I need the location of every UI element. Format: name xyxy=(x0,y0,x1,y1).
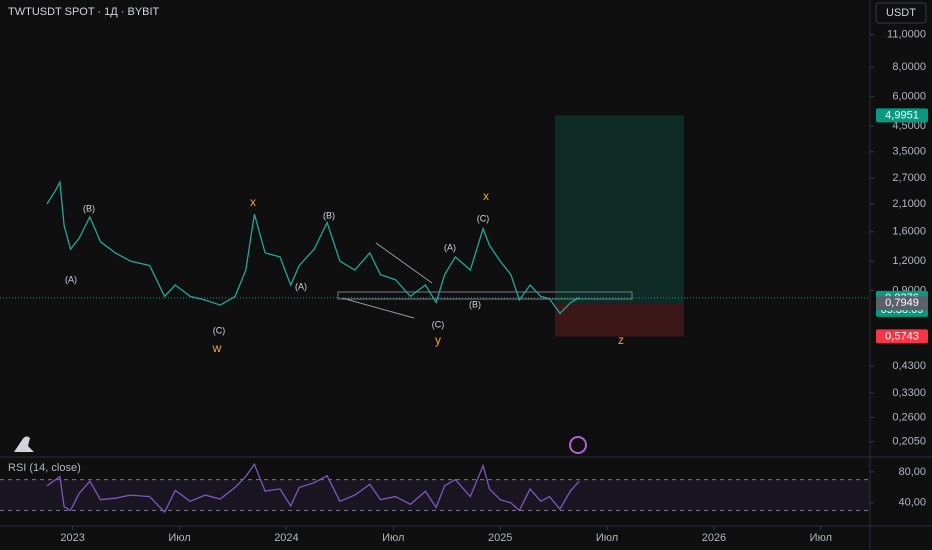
x-tick-label: Июл xyxy=(810,532,832,544)
wave-label: w xyxy=(212,341,222,355)
wave-label: z xyxy=(618,333,624,347)
y-tick-label: 6,0000 xyxy=(892,91,926,103)
y-tick-label: 0,2050 xyxy=(892,436,926,448)
x-tick-label: 2024 xyxy=(274,532,298,544)
price-line xyxy=(46,462,580,514)
trend-line xyxy=(341,297,415,319)
symbol-title: TWTUSDT SPOT · 1Д · BYBIT xyxy=(8,6,160,18)
price-badge-label: 4,9951 xyxy=(885,109,919,121)
y-tick-label: 80,00 xyxy=(898,466,926,478)
wave-label: (C) xyxy=(432,319,445,329)
currency-label[interactable]: USDT xyxy=(886,7,916,19)
currency-button[interactable] xyxy=(875,2,927,24)
wave-label: x xyxy=(250,195,256,209)
wave-label: (B) xyxy=(469,299,481,309)
wave-label: (C) xyxy=(213,325,226,335)
x-tick-label: 2025 xyxy=(488,532,512,544)
y-tick-label: 8,0000 xyxy=(892,61,926,73)
rsi-title: RSI (14, close) xyxy=(8,462,81,474)
logo xyxy=(14,436,34,452)
price-badge xyxy=(876,296,928,311)
price-badge xyxy=(876,329,928,344)
y-tick-label: 3,5000 xyxy=(892,146,926,158)
price-badge-label: 0,7949 xyxy=(885,297,919,309)
range-rectangle xyxy=(337,291,633,300)
wave-label: x xyxy=(483,189,489,203)
loss-zone xyxy=(555,303,684,337)
wave-label: y xyxy=(435,333,441,347)
y-tick-label: 11,0000 xyxy=(887,29,926,41)
y-tick-label: 0,3300 xyxy=(892,387,926,399)
trend-line xyxy=(375,242,433,284)
price-badge xyxy=(876,108,928,123)
x-tick-label: Июл xyxy=(168,532,190,544)
wave-label: (C) xyxy=(477,213,490,223)
x-tick-label: Июл xyxy=(382,532,404,544)
y-tick-label: 0,4300 xyxy=(892,360,926,372)
alert-icon[interactable] xyxy=(569,436,587,454)
price-badge-label: 0,5743 xyxy=(885,330,919,342)
price-line xyxy=(46,179,580,315)
profit-zone xyxy=(555,115,684,304)
wave-label: (A) xyxy=(444,242,456,252)
x-tick-label: 2026 xyxy=(702,532,726,544)
y-tick-label: 1,6000 xyxy=(892,226,926,238)
wave-label: (A) xyxy=(65,274,77,284)
y-tick-label: 2,7000 xyxy=(892,172,926,184)
wave-label: (B) xyxy=(323,210,335,220)
y-tick-label: 2,1000 xyxy=(892,198,926,210)
wave-label: (B) xyxy=(83,203,95,213)
y-tick-label: 4,5000 xyxy=(892,120,926,132)
wave-label: (A) xyxy=(295,281,307,291)
y-tick-label: 40,00 xyxy=(898,497,926,509)
x-tick-label: Июл xyxy=(596,532,618,544)
y-tick-label: 1,2000 xyxy=(892,255,926,267)
x-tick-label: 2023 xyxy=(60,532,84,544)
y-tick-label: 0,2600 xyxy=(892,411,926,423)
